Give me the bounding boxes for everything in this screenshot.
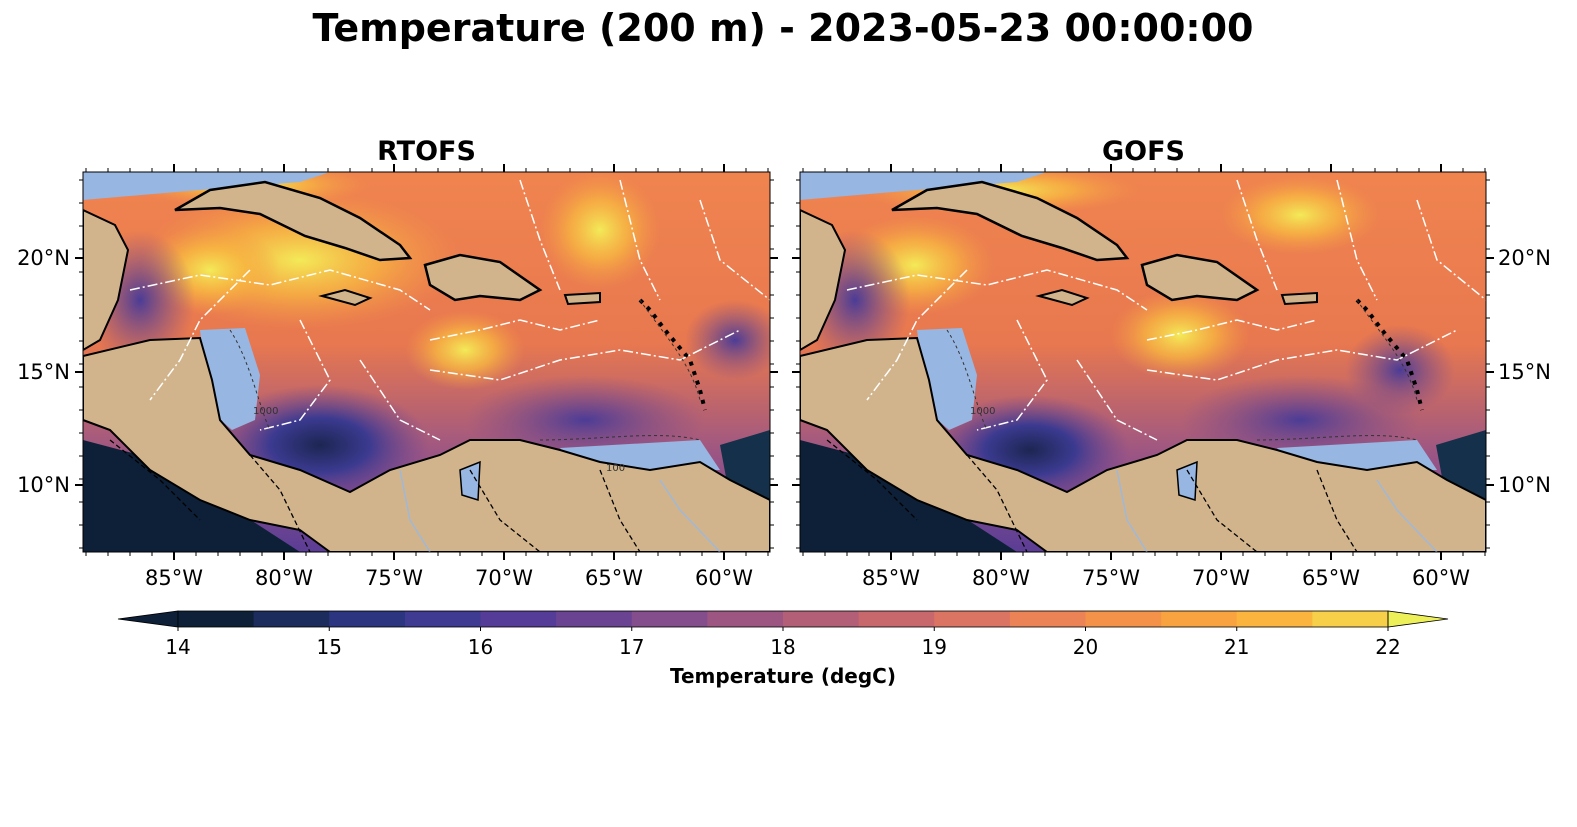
lesser-antilles — [638, 298, 707, 411]
figure-title: Temperature (200 m) - 2023-05-23 00:00:0… — [312, 6, 1254, 50]
colorbar-extend-max — [1387, 610, 1449, 628]
river — [1116, 469, 1148, 552]
colorbar: 14 15 16 17 18 19 20 21 22 — [117, 610, 1449, 659]
warm-anomaly — [1110, 290, 1250, 380]
maracaibo-lake — [1176, 460, 1198, 502]
colorbar-bin — [556, 611, 633, 627]
lat-tick-label: 20°N — [17, 246, 70, 270]
lon-tick-label: 65°W — [585, 566, 643, 590]
bahamas-shelf — [83, 172, 330, 200]
cool-anomaly — [1345, 325, 1455, 415]
colorbar-tick-label: 16 — [468, 635, 493, 659]
depth-contours — [229, 299, 701, 441]
lon-tick-label: 80°W — [972, 566, 1030, 590]
colorbar-bin — [178, 611, 255, 627]
puerto-rico-land — [1280, 291, 1318, 306]
lat-tick-label: 20°N — [1498, 246, 1551, 270]
colorbar-bin — [329, 611, 406, 627]
map-gofs: 1000 — [800, 172, 1486, 552]
country-borders — [826, 439, 1358, 552]
colorbar-tick-label: 14 — [165, 635, 190, 659]
lon-tick-label: 75°W — [365, 566, 423, 590]
lon-tick-label: 80°W — [255, 566, 313, 590]
colorbar-bin — [707, 611, 784, 627]
colorbar-tick-label: 22 — [1375, 635, 1400, 659]
lon-tick-label: 85°W — [145, 566, 203, 590]
colorbar-label: Temperature (degC) — [670, 664, 896, 688]
hispaniola-land — [423, 253, 543, 302]
colorbar-bin — [404, 611, 482, 627]
eez-boundaries — [129, 179, 770, 441]
colorbar-bin — [631, 611, 708, 627]
lat-tick-label: 10°N — [1498, 473, 1551, 497]
map-axes: 85°W 80°W 75°W 70°W 65°W 60°W 20°N 15°N 10°N 85°W… — [17, 164, 1551, 590]
cool-anomaly — [685, 300, 770, 380]
colorbar-bin — [253, 611, 330, 627]
river — [1376, 479, 1438, 552]
colorbar-tick-label: 17 — [619, 635, 644, 659]
lat-tick-label: 10°N — [17, 473, 70, 497]
lon-tick-label: 70°W — [1192, 566, 1250, 590]
mainland-land — [83, 336, 770, 552]
lon-tick-label: 85°W — [862, 566, 920, 590]
cuba-land — [174, 180, 413, 262]
colorbar-tick-label: 21 — [1224, 635, 1249, 659]
colorbar-tick-label: 20 — [1073, 635, 1098, 659]
jamaica-land — [1035, 288, 1090, 307]
panel-title-gofs: GOFS — [1101, 136, 1185, 167]
contour-label: 100 — [606, 463, 625, 474]
eez-boundaries — [846, 179, 1486, 441]
puerto-rico-land — [563, 291, 601, 306]
lesser-antilles — [1355, 298, 1424, 411]
map-rtofs: 1000 100 — [83, 172, 770, 552]
maracaibo-lake — [459, 460, 481, 502]
cuba-land — [891, 180, 1130, 262]
lat-tick-label: 15°N — [17, 360, 70, 384]
lon-tick-label: 70°W — [475, 566, 533, 590]
colorbar-tick-label: 18 — [770, 635, 795, 659]
contour-label: 1000 — [253, 406, 278, 417]
lat-tick-label: 15°N — [1498, 360, 1551, 384]
map-frame-gofs — [799, 171, 1487, 553]
panel-title-rtofs: RTOFS — [377, 136, 476, 167]
hispaniola-land — [1140, 253, 1260, 302]
colorbar-bin — [1085, 611, 1162, 627]
colorbar-bin — [1236, 611, 1313, 627]
depth-contours — [946, 299, 1418, 441]
lon-tick-label: 60°W — [1412, 566, 1470, 590]
yucatan-land — [800, 208, 847, 352]
colorbar-bin — [1161, 611, 1238, 627]
lon-tick-label: 60°W — [695, 566, 753, 590]
jamaica-land — [318, 288, 373, 307]
colorbar-extend-min — [117, 610, 179, 628]
warm-anomaly — [1220, 175, 1380, 255]
colorbar-tick-label: 19 — [922, 635, 947, 659]
warm-anomaly — [540, 172, 660, 290]
river — [399, 469, 431, 552]
lon-tick-label: 75°W — [1082, 566, 1140, 590]
colorbar-bin — [1312, 611, 1389, 627]
colorbar-bin — [934, 611, 1011, 627]
mainland-land — [800, 336, 1486, 552]
colorbar-bin — [858, 611, 935, 627]
country-borders — [109, 439, 641, 552]
contour-label: 1000 — [970, 406, 995, 417]
colorbar-tick-label: 15 — [317, 635, 342, 659]
colorbar-bin — [480, 611, 557, 627]
lon-tick-label: 65°W — [1302, 566, 1360, 590]
colorbar-bin — [1009, 611, 1087, 627]
yucatan-land — [83, 208, 130, 352]
map-frame-rtofs — [82, 171, 771, 553]
colorbar-bin — [783, 611, 860, 627]
bahamas-shelf — [800, 172, 1047, 200]
river — [659, 479, 721, 552]
